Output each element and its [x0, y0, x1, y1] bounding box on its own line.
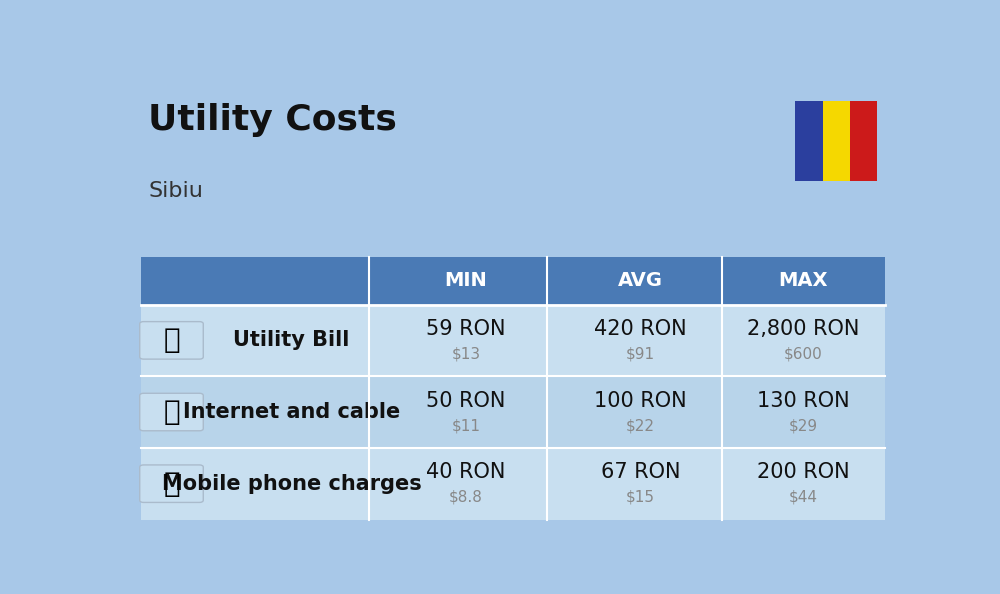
Text: Utility Bill: Utility Bill: [233, 330, 350, 350]
Text: 59 RON: 59 RON: [426, 319, 506, 339]
Text: $22: $22: [626, 418, 655, 433]
Text: $11: $11: [452, 418, 480, 433]
Text: 67 RON: 67 RON: [601, 462, 680, 482]
Bar: [140, 305, 885, 376]
Text: $8.8: $8.8: [449, 490, 483, 505]
Text: $600: $600: [784, 346, 822, 362]
Text: 50 RON: 50 RON: [426, 391, 506, 410]
Text: 130 RON: 130 RON: [757, 391, 849, 410]
Text: 2,800 RON: 2,800 RON: [747, 319, 859, 339]
Text: 100 RON: 100 RON: [594, 391, 687, 410]
Text: $44: $44: [789, 490, 818, 505]
Text: $15: $15: [626, 490, 655, 505]
Text: 40 RON: 40 RON: [426, 462, 506, 482]
Text: Mobile phone charges: Mobile phone charges: [162, 473, 422, 494]
Text: Utility Costs: Utility Costs: [148, 103, 397, 137]
FancyBboxPatch shape: [140, 321, 203, 359]
Text: $13: $13: [451, 346, 481, 362]
Text: AVG: AVG: [618, 271, 663, 290]
Text: MAX: MAX: [778, 271, 828, 290]
Text: 📱: 📱: [163, 470, 180, 498]
Text: $91: $91: [626, 346, 655, 362]
FancyBboxPatch shape: [140, 393, 203, 431]
Bar: [822, 101, 850, 181]
Text: Internet and cable: Internet and cable: [183, 402, 400, 422]
Text: Sibiu: Sibiu: [148, 181, 203, 201]
FancyBboxPatch shape: [140, 465, 203, 503]
Text: 🔌: 🔌: [163, 326, 180, 355]
Text: MIN: MIN: [445, 271, 487, 290]
Text: $29: $29: [789, 418, 818, 433]
Text: 📡: 📡: [163, 398, 180, 426]
Text: 200 RON: 200 RON: [757, 462, 849, 482]
Bar: [795, 101, 822, 181]
Bar: [140, 376, 885, 448]
Bar: [140, 257, 885, 305]
Bar: [850, 101, 877, 181]
Text: 420 RON: 420 RON: [594, 319, 687, 339]
Bar: [140, 448, 885, 520]
